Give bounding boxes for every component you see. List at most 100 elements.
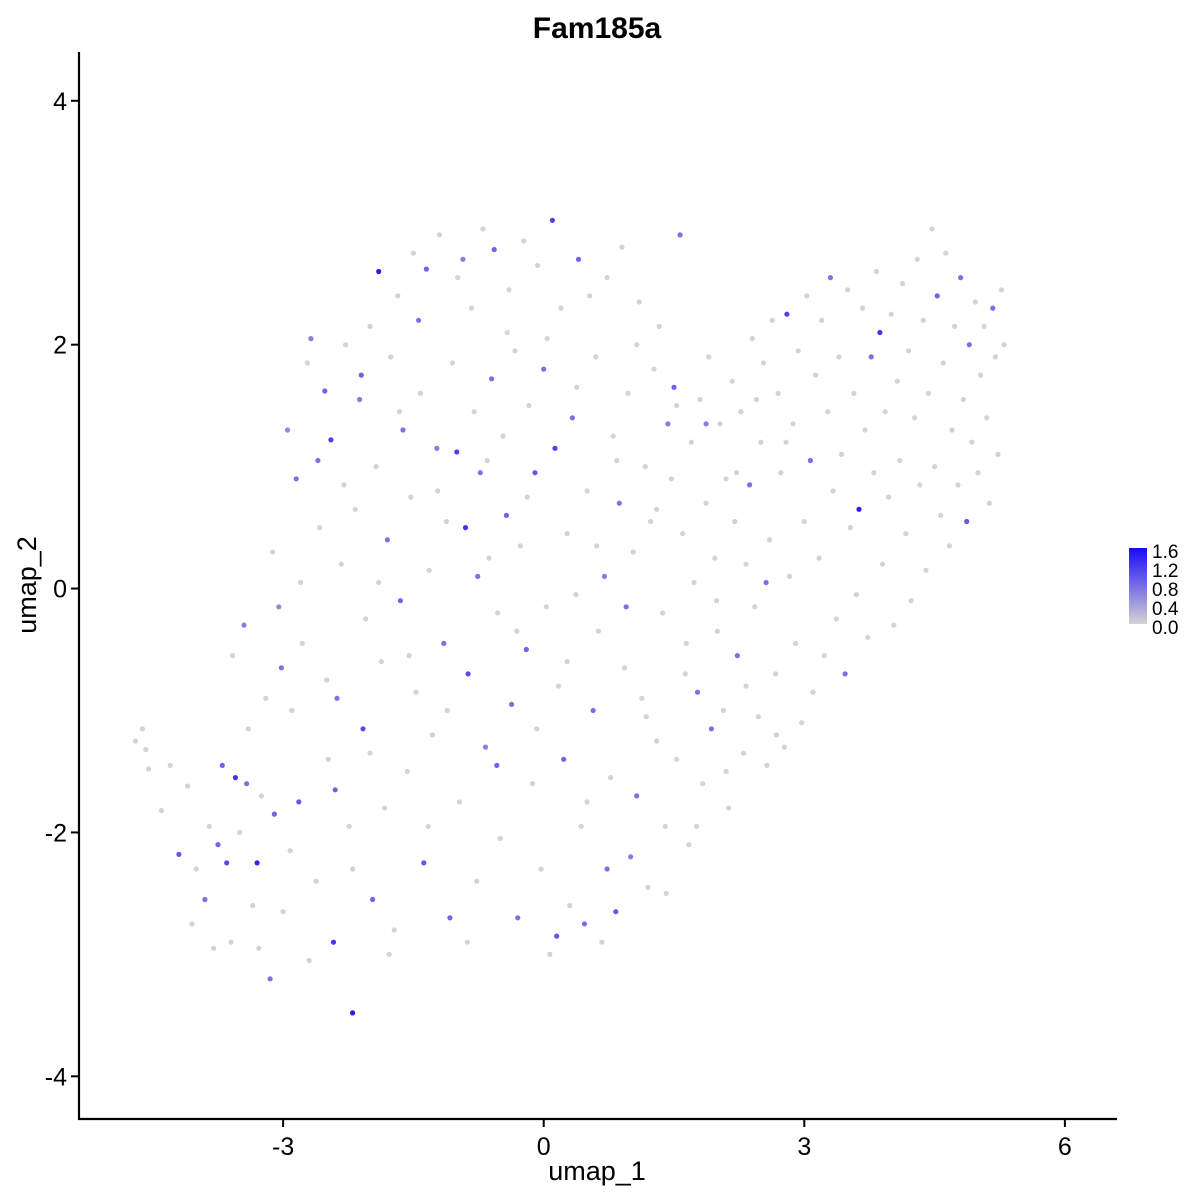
data-point: [703, 421, 709, 427]
data-point: [686, 842, 692, 848]
data-point: [332, 787, 338, 793]
data-point: [426, 567, 432, 573]
data-point: [656, 323, 662, 329]
data-point: [441, 640, 447, 647]
data-point: [601, 573, 608, 580]
data-point: [877, 329, 883, 336]
data-point: [743, 683, 749, 689]
data-point: [966, 342, 972, 348]
data-point: [621, 665, 628, 671]
colorbar: [1129, 548, 1147, 624]
data-point: [526, 403, 532, 409]
data-point: [325, 756, 331, 762]
data-point: [986, 500, 992, 506]
data-point: [899, 281, 906, 287]
data-point: [651, 366, 657, 372]
data-point: [367, 750, 373, 756]
data-point: [523, 646, 529, 653]
data-point: [714, 598, 720, 604]
data-point: [271, 811, 277, 817]
y-tick-label: -2: [45, 819, 67, 847]
data-point: [593, 354, 599, 360]
data-point: [990, 305, 996, 311]
data-point: [534, 726, 540, 732]
data-point: [139, 726, 145, 732]
data-point: [322, 388, 328, 394]
data-point: [897, 457, 903, 464]
data-point: [738, 409, 744, 415]
data-point: [244, 781, 250, 787]
data-point: [408, 494, 414, 500]
data-point: [206, 823, 212, 829]
data-point: [763, 579, 769, 586]
data-point: [628, 854, 634, 860]
data-point: [343, 342, 349, 348]
data-point: [454, 449, 460, 455]
data-point: [435, 488, 441, 494]
x-ticks: -3 0 3 6: [272, 1119, 1072, 1161]
data-point: [417, 390, 423, 396]
data-point: [350, 866, 356, 872]
data-point: [245, 726, 251, 732]
data-point: [410, 250, 416, 256]
data-point: [574, 384, 580, 390]
data-point: [903, 531, 909, 537]
data-point: [554, 933, 560, 939]
data-point: [477, 470, 483, 476]
data-point: [940, 360, 946, 366]
data-point: [296, 799, 302, 805]
data-point: [489, 376, 495, 382]
data-point: [677, 232, 683, 238]
data-point: [541, 366, 547, 372]
data-point: [193, 866, 199, 872]
data-point: [474, 878, 480, 884]
data-point: [616, 500, 622, 506]
data-point: [232, 775, 238, 781]
data-point: [299, 640, 305, 647]
data-point: [447, 915, 453, 921]
data-point: [517, 543, 523, 549]
data-point: [732, 518, 738, 525]
data-point: [827, 275, 834, 281]
data-point: [1001, 342, 1007, 348]
data-point: [293, 476, 299, 482]
data-point: [395, 293, 401, 299]
data-point: [958, 275, 964, 281]
data-point: [315, 457, 321, 464]
data-point: [662, 823, 668, 829]
data-point: [594, 543, 600, 549]
data-point: [475, 573, 481, 580]
data-point: [712, 555, 718, 561]
data-point: [830, 488, 836, 494]
data-point: [767, 537, 773, 543]
data-point: [250, 903, 256, 909]
data-point: [891, 622, 897, 628]
data-point: [449, 360, 456, 366]
data-point: [708, 726, 715, 732]
data-point: [749, 336, 755, 342]
data-point: [512, 348, 518, 354]
data-point: [868, 354, 874, 360]
data-point: [425, 823, 431, 829]
data-point: [925, 390, 932, 396]
data-point: [839, 451, 845, 457]
data-point: [683, 640, 689, 647]
data-point: [781, 744, 787, 750]
data-point: [917, 482, 923, 488]
data-point: [886, 494, 892, 500]
data-point: [740, 750, 747, 756]
data-point: [807, 457, 814, 464]
data-point: [132, 738, 139, 744]
data-point: [391, 927, 397, 933]
data-point: [555, 683, 562, 689]
data-point: [845, 287, 851, 293]
data-point: [486, 555, 492, 561]
chart-title: Fam185a: [533, 12, 662, 45]
data-point: [373, 464, 379, 470]
x-tick-label: 3: [797, 1133, 811, 1161]
data-point: [237, 829, 243, 836]
data-point: [825, 409, 831, 415]
data-point: [764, 762, 770, 769]
data-point: [813, 372, 819, 378]
data-point: [888, 311, 894, 317]
